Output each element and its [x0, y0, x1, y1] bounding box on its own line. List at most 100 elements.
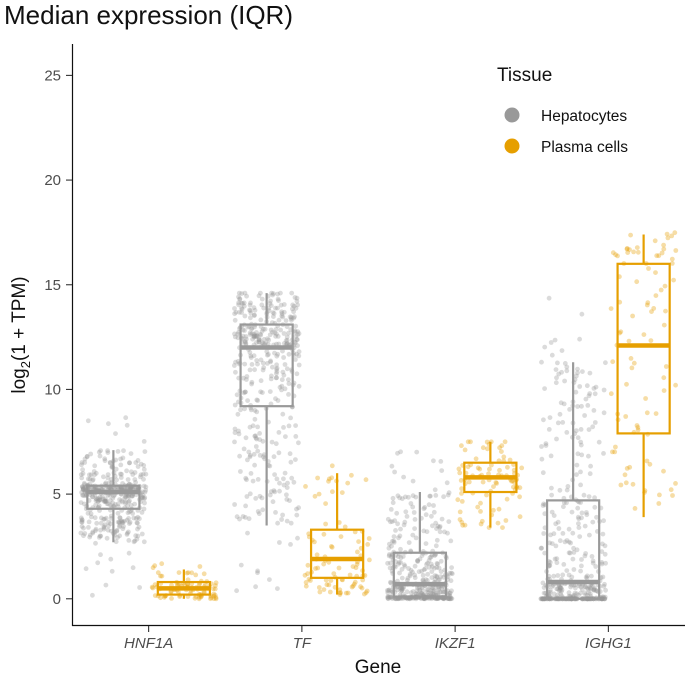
data-point [279, 309, 284, 315]
data-point [570, 556, 576, 562]
data-point [419, 568, 424, 574]
data-point [101, 516, 106, 522]
data-point [267, 492, 273, 498]
data-point [295, 329, 301, 334]
data-point [569, 509, 575, 515]
data-point [665, 235, 671, 241]
data-point [90, 494, 95, 499]
data-point [134, 536, 140, 542]
data-point [256, 337, 262, 343]
data-point [268, 303, 274, 308]
data-point [584, 575, 590, 581]
data-point [233, 359, 238, 365]
data-point [288, 520, 294, 526]
data-point [113, 457, 119, 463]
data-point [418, 591, 423, 597]
data-point [413, 591, 419, 597]
data-point [129, 493, 135, 499]
data-point [557, 411, 563, 417]
data-point [256, 337, 262, 342]
data-point [294, 371, 300, 377]
data-point [591, 587, 597, 593]
data-point [259, 340, 265, 346]
data-point [608, 391, 614, 397]
data-point [260, 438, 266, 444]
data-point [128, 486, 134, 491]
data-point [251, 451, 257, 457]
data-point [261, 337, 267, 342]
data-point [291, 479, 297, 485]
data-point [584, 593, 590, 598]
data-point [93, 498, 99, 504]
data-point [602, 596, 608, 602]
data-point [444, 480, 450, 486]
data-point [284, 338, 290, 343]
boxes [86, 234, 671, 600]
data-point [255, 570, 260, 576]
data-point [400, 554, 406, 559]
data-point [247, 302, 253, 308]
data-point [395, 521, 400, 527]
data-point [434, 565, 440, 570]
data-point [439, 468, 445, 473]
data-point [399, 566, 405, 572]
data-point [542, 596, 548, 602]
data-point [253, 333, 259, 339]
data-point [436, 565, 442, 571]
data-point [239, 300, 245, 306]
data-point [626, 338, 632, 344]
data-point [571, 567, 577, 572]
data-point [240, 333, 246, 339]
data-point [558, 589, 564, 594]
data-point [80, 485, 86, 491]
data-point [232, 331, 237, 337]
data-point [235, 411, 241, 417]
data-point [82, 489, 88, 495]
data-point [323, 521, 328, 527]
data-point [540, 503, 546, 508]
data-point [402, 563, 408, 569]
data-point [446, 490, 452, 496]
data-point [152, 593, 158, 598]
data-point [279, 377, 285, 383]
data-point [79, 519, 84, 525]
data-point [293, 357, 298, 362]
data-point [184, 570, 190, 576]
data-point [564, 430, 570, 435]
data-point [391, 540, 397, 545]
data-point [458, 478, 464, 483]
data-point [235, 335, 241, 341]
data-point [261, 365, 267, 370]
data-point [257, 493, 263, 499]
data-point [142, 449, 148, 454]
data-point [397, 495, 402, 501]
data-point [203, 582, 208, 588]
data-point [247, 308, 253, 314]
data-point [610, 449, 615, 455]
data-point [122, 518, 127, 524]
data-point [120, 520, 126, 526]
data-point [92, 463, 98, 469]
data-point [266, 352, 271, 357]
data-point [295, 337, 300, 343]
data-point [296, 440, 301, 446]
data-point [259, 302, 265, 308]
data-point [343, 590, 349, 596]
data-point [234, 514, 240, 520]
data-point [245, 398, 251, 403]
data-point [552, 337, 558, 343]
data-point [244, 293, 250, 299]
data-point [137, 585, 143, 590]
data-point [254, 330, 259, 335]
data-point [275, 351, 281, 357]
data-point [447, 570, 453, 576]
data-point [91, 469, 97, 474]
data-point [484, 439, 490, 445]
data-point [159, 573, 165, 579]
data-point [414, 591, 420, 597]
data-point [438, 558, 444, 564]
data-point [279, 383, 285, 389]
data-point [254, 333, 260, 339]
data-point [252, 312, 257, 318]
data-point [86, 525, 91, 530]
